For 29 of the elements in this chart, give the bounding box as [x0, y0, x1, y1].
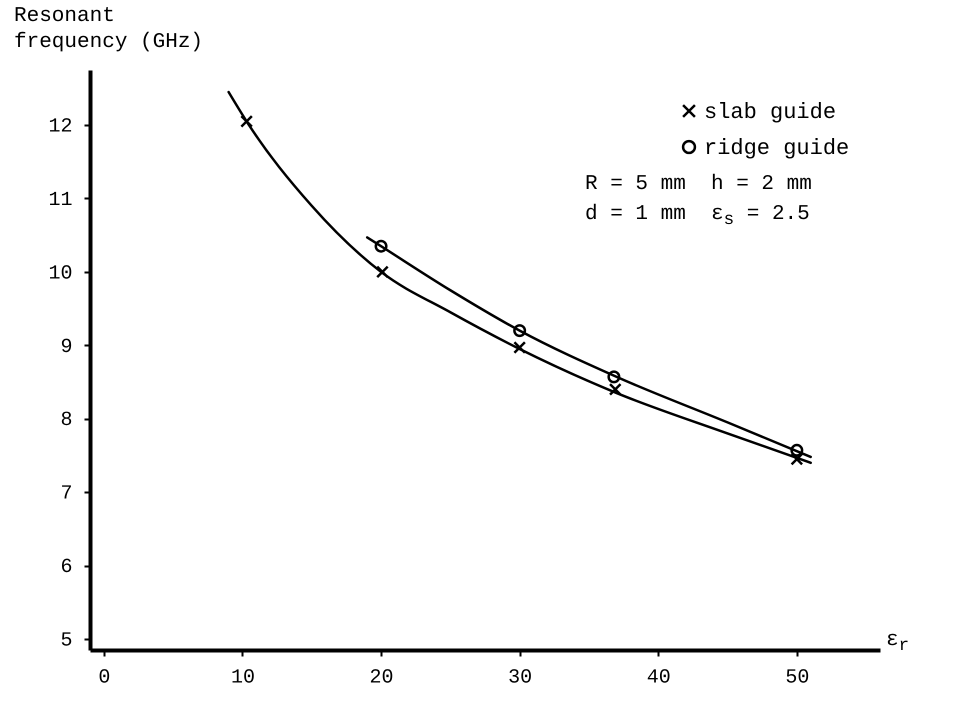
x-tick-label: 40 [646, 666, 671, 690]
point [608, 382, 622, 396]
x-tick-label: 10 [230, 666, 255, 690]
x-tick-label: 30 [508, 666, 532, 690]
point [790, 444, 804, 457]
y-tick-label: 12 [48, 116, 72, 139]
y-tick-label: 7 [60, 482, 72, 506]
legend-label: slab guide [704, 100, 836, 125]
point [374, 240, 388, 253]
point [607, 370, 620, 384]
legend-label: ridge guide [704, 136, 850, 161]
y-tick-label: 9 [60, 336, 72, 359]
point [513, 324, 526, 338]
y-tick-label: 10 [48, 262, 72, 286]
annotation: R = 5 mm h = 2 mm [585, 172, 812, 198]
point [513, 341, 526, 354]
x-tick-label: 20 [370, 666, 394, 690]
point [240, 114, 254, 128]
point [790, 452, 804, 466]
y-tick-label: 6 [60, 556, 72, 580]
y-tick-label: 5 [60, 629, 72, 652]
point [376, 265, 389, 278]
y-tick-label: 8 [60, 409, 72, 432]
y-axis-title: Resonant frequency (GHz) [14, 4, 204, 56]
y-tick-label: 11 [48, 188, 72, 212]
x-tick-label: 50 [785, 666, 810, 690]
annotation: d = 1 mm ε$_{s}$ = 2.5 [585, 202, 810, 232]
x-axis-title: ε$_{r}$ [886, 628, 910, 658]
x-tick-label: 0 [98, 666, 110, 690]
